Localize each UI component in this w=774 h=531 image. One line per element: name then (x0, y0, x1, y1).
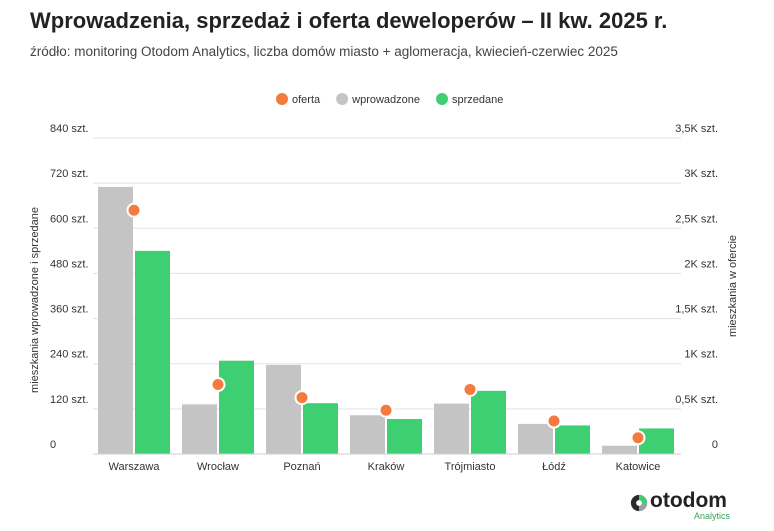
chart: 0 120 szt. 240 szt. 360 szt. 480 szt. 600 szt… (29, 93, 739, 473)
x-tick-label: Łódź (542, 461, 566, 473)
legend-label-sprzedane: sprzedane (452, 94, 503, 106)
y-left-axis-title: mieszkania wprowadzone i sprzedane (29, 207, 41, 393)
otodom-logo-icon (630, 494, 648, 512)
y-right-axis-title: mieszkania w ofercie (727, 235, 739, 337)
point-oferta (210, 376, 226, 392)
legend-label-oferta: oferta (292, 94, 321, 106)
y-right-tick-label: 2,5K szt. (675, 213, 718, 225)
chart-title: Wprowadzenia, sprzedaż i oferta dewelope… (30, 8, 668, 33)
bar-sprzedane (135, 250, 170, 454)
legend-label-wprowadzone: wprowadzone (351, 94, 420, 106)
bar-sprzedane (639, 428, 674, 454)
point-oferta (630, 430, 646, 446)
point-oferta (126, 202, 142, 218)
y-right-tick-label: 0,5K szt. (675, 394, 718, 406)
y-left-tick-label: 360 szt. (50, 304, 89, 316)
y-right-tick-label: 1,5K szt. (675, 304, 718, 316)
y-right-tick-label: 3K szt. (684, 168, 718, 180)
bar-sprzedane (303, 403, 338, 454)
logo-subtext: Analytics (694, 511, 731, 521)
bar-wprowadzone (602, 445, 637, 454)
otodom-logo: otodom Analytics (630, 489, 740, 526)
bar-sprzedane (555, 425, 590, 454)
bar-sprzedane (471, 390, 506, 454)
bar-wprowadzone (182, 404, 217, 454)
y-right-tick-label: 1K szt. (684, 349, 718, 361)
x-tick-label: Kraków (368, 461, 405, 473)
bar-wprowadzone (98, 186, 133, 454)
y-left-tick-label: 480 szt. (50, 258, 89, 270)
bar-wprowadzone (350, 415, 385, 454)
y-left-tick-label: 720 szt. (50, 168, 89, 180)
point-oferta (546, 413, 562, 429)
point-oferta (294, 390, 310, 406)
y-left-tick-label: 120 szt. (50, 394, 89, 406)
y-right-tick-label: 2K szt. (684, 258, 718, 270)
bar-wprowadzone (434, 403, 469, 454)
y-right-tick-label: 3,5K szt. (675, 123, 718, 135)
y-left-tick-label: 0 (50, 439, 56, 451)
x-tick-label: Katowice (616, 461, 661, 473)
y-left-tick-label: 600 szt. (50, 213, 89, 225)
bar-wprowadzone (518, 423, 553, 454)
bar-sprzedane (387, 419, 422, 454)
point-oferta (462, 381, 478, 397)
y-left-tick-label: 840 szt. (50, 123, 89, 135)
x-tick-label: Wrocław (197, 461, 239, 473)
x-tick-label: Trójmiasto (445, 461, 496, 473)
logo-text: otodom (650, 489, 727, 512)
point-oferta (378, 402, 394, 418)
x-tick-label: Poznań (283, 461, 320, 473)
bar-sprzedane (219, 360, 254, 454)
chart-subtitle: źródło: monitoring Otodom Analytics, lic… (30, 44, 618, 59)
bar-wprowadzone (266, 364, 301, 454)
legend-marker-oferta (276, 93, 288, 105)
y-right-tick-label: 0 (712, 439, 718, 451)
legend-marker-sprzedane (436, 93, 449, 105)
x-tick-label: Warszawa (109, 461, 161, 473)
y-left-tick-label: 240 szt. (50, 349, 89, 361)
legend-marker-wprowadzone (336, 93, 349, 105)
